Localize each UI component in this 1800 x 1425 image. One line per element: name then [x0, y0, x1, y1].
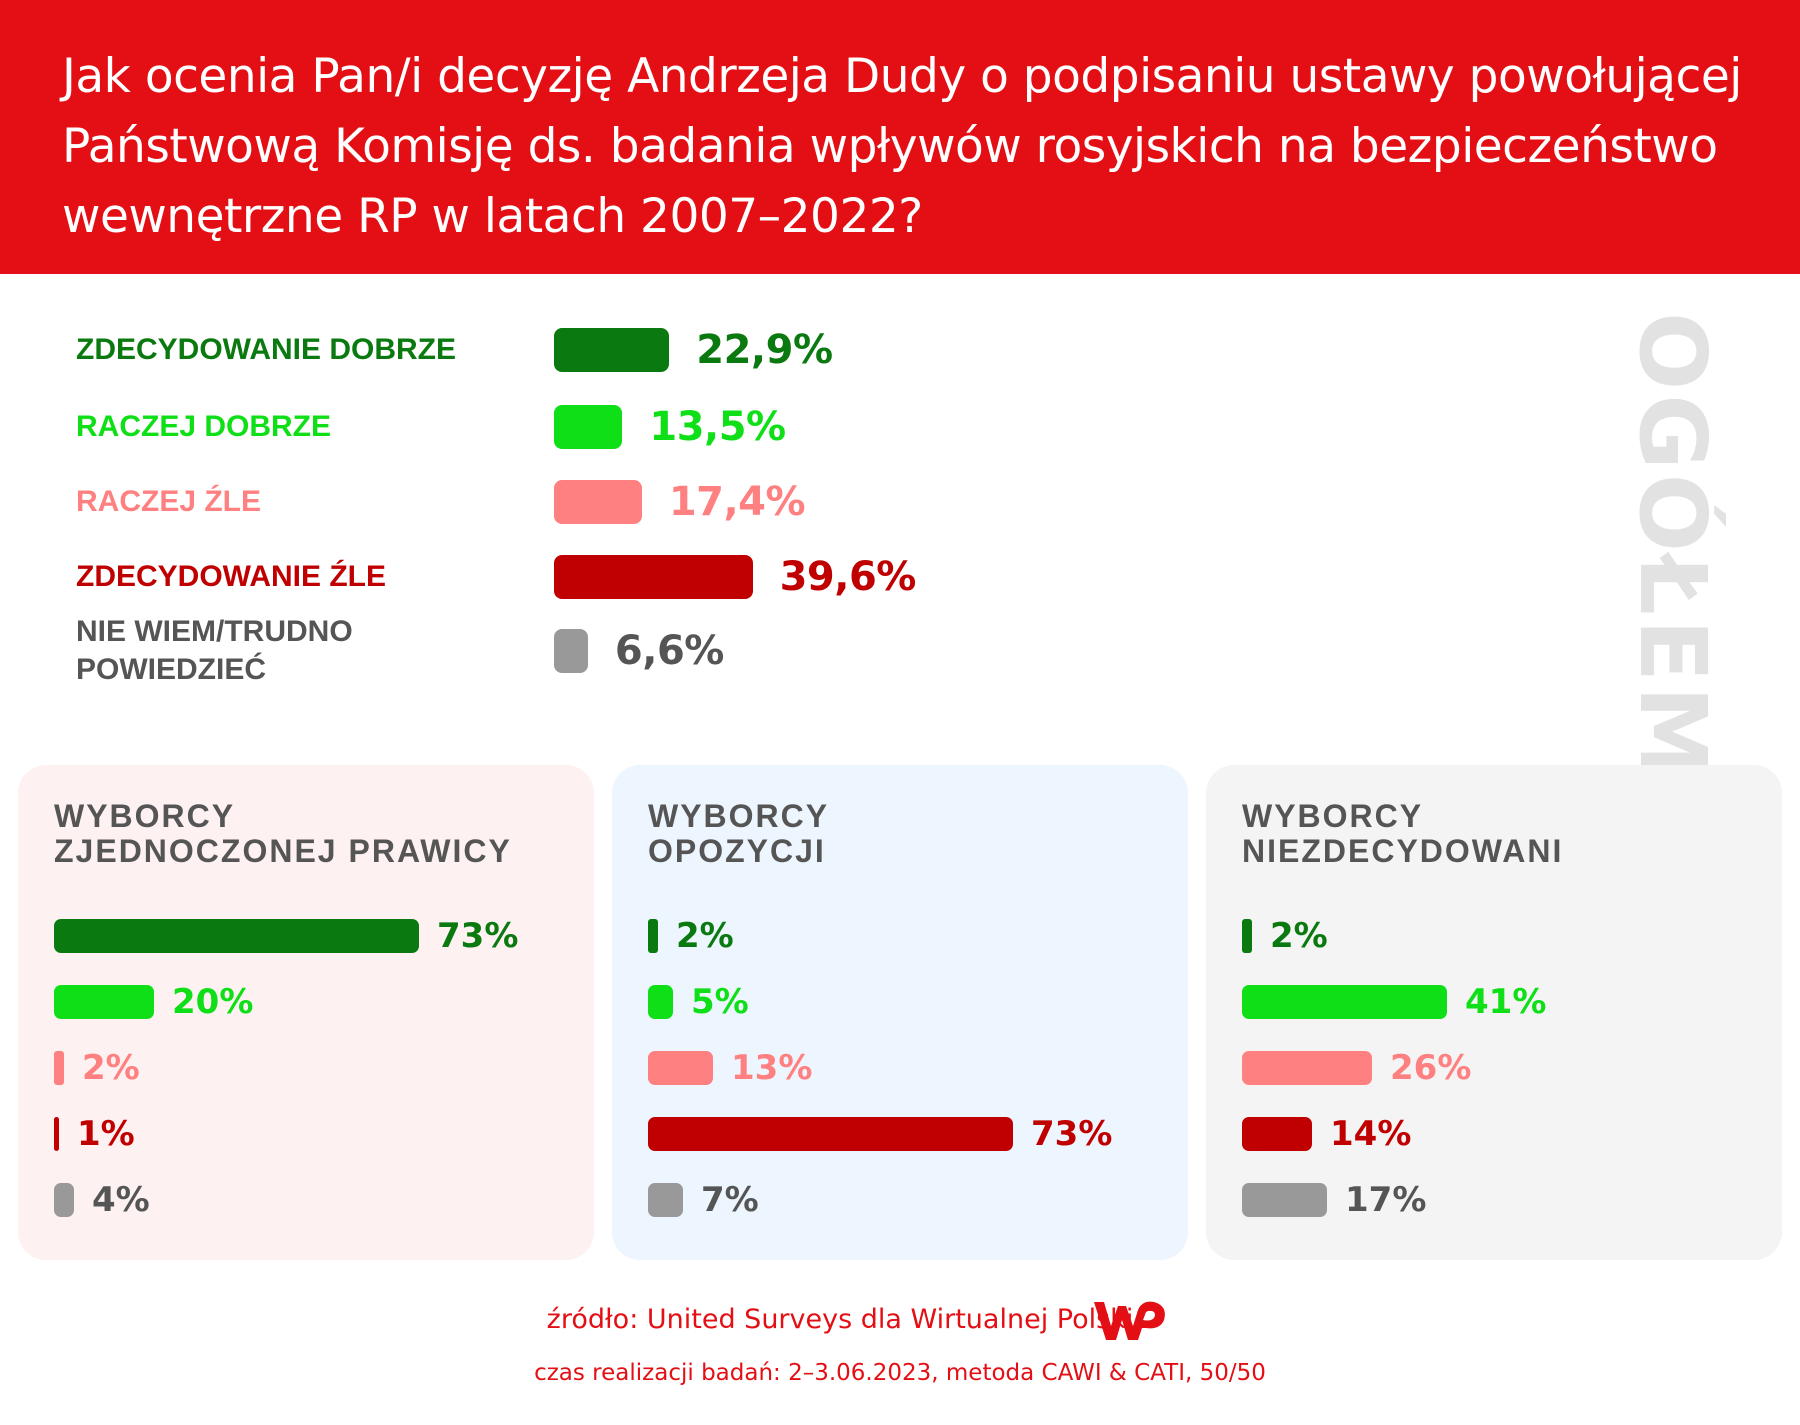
panel-title-line: WYBORCY	[54, 798, 236, 834]
bar-opozycja-zdecydowanie-zle	[648, 1117, 1013, 1151]
bar-prawica-raczej-zle	[54, 1051, 64, 1085]
panel-niezdecydowani: WYBORCY NIEZDECYDOWANI 2% 41% 26% 14% 17%	[1206, 765, 1782, 1260]
panel-title-line: OPOZYCJI	[648, 833, 826, 869]
panel-title-line: WYBORCY	[1242, 798, 1424, 834]
header-banner: Jak ocenia Pan/i decyzję Andrzeja Dudy o…	[0, 0, 1800, 274]
bar-niezdecydowani-raczej-zle	[1242, 1051, 1372, 1085]
overall-value-zdecydowanie-zle: 39,6%	[779, 554, 917, 600]
bar-niezdecydowani-zdecydowanie-zle	[1242, 1117, 1312, 1151]
value-prawica-nie-wiem: 4%	[92, 1180, 150, 1220]
value-prawica-zdecydowanie-dobrze: 73%	[437, 916, 519, 956]
value-opozycja-raczej-dobrze: 5%	[691, 982, 749, 1022]
category-label-raczej-zle: RACZEJ ŹLE	[76, 483, 261, 521]
bar-opozycja-raczej-dobrze	[648, 985, 673, 1019]
side-title-ogolem: OGÓŁEM	[1619, 312, 1726, 782]
bar-niezdecydowani-zdecydowanie-dobrze	[1242, 919, 1252, 953]
overall-value-zdecydowanie-dobrze: 22,9%	[696, 327, 833, 373]
wp-logo	[1094, 1301, 1165, 1340]
value-niezdecydowani-zdecydowanie-dobrze: 2%	[1270, 916, 1328, 956]
value-prawica-raczej-zle: 2%	[82, 1048, 140, 1088]
method-text: czas realizacji badań: 2–3.06.2023, meto…	[534, 1360, 1266, 1386]
panel-title-line: ZJEDNOCZONEJ PRAWICY	[54, 833, 512, 869]
overall-bar-zdecydowanie-zle	[554, 555, 753, 599]
value-niezdecydowani-raczej-dobrze: 41%	[1465, 982, 1547, 1022]
value-niezdecydowani-zdecydowanie-zle: 14%	[1330, 1114, 1412, 1154]
value-opozycja-zdecydowanie-zle: 73%	[1031, 1114, 1113, 1154]
bar-prawica-zdecydowanie-zle	[54, 1117, 59, 1151]
value-opozycja-raczej-zle: 13%	[731, 1048, 813, 1088]
bar-prawica-raczej-dobrze	[54, 985, 154, 1019]
panel-prawica: WYBORCY ZJEDNOCZONEJ PRAWICY 73% 20% 2% 1% 4%	[18, 765, 594, 1260]
bar-niezdecydowani-nie-wiem	[1242, 1183, 1327, 1217]
category-label-raczej-dobrze: RACZEJ DOBRZE	[76, 408, 331, 446]
category-label-line: NIE WIEM/TRUDNO	[76, 615, 353, 648]
overall-value-nie-wiem: 6,6%	[614, 628, 724, 674]
panel-title-niezdecydowani: WYBORCY NIEZDECYDOWANI	[1242, 799, 1563, 869]
bar-opozycja-zdecydowanie-dobrze	[648, 919, 658, 953]
overall-bar-raczej-zle	[554, 480, 642, 524]
category-label-line: POWIEDZIEĆ	[76, 653, 267, 686]
overall-bar-nie-wiem	[554, 629, 588, 673]
panel-title-line: WYBORCY	[648, 798, 830, 834]
bar-opozycja-raczej-zle	[648, 1051, 713, 1085]
value-niezdecydowani-raczej-zle: 26%	[1390, 1048, 1472, 1088]
category-label-line: ZDECYDOWANIE ŹLE	[76, 560, 387, 593]
category-label-line: RACZEJ DOBRZE	[76, 410, 332, 443]
overall-bar-zdecydowanie-dobrze	[554, 328, 670, 372]
bar-niezdecydowani-raczej-dobrze	[1242, 985, 1447, 1019]
category-label-line: ZDECYDOWANIE DOBRZE	[76, 333, 457, 366]
value-niezdecydowani-nie-wiem: 17%	[1345, 1180, 1427, 1220]
panel-title-opozycja: WYBORCY OPOZYCJI	[648, 799, 829, 869]
overall-value-raczej-zle: 17,4%	[668, 479, 806, 525]
bar-prawica-zdecydowanie-dobrze	[54, 919, 419, 953]
panel-opozycja: WYBORCY OPOZYCJI 2% 5% 13% 73% 7%	[612, 765, 1188, 1260]
value-opozycja-zdecydowanie-dobrze: 2%	[676, 916, 734, 956]
category-label-line: RACZEJ ŹLE	[76, 485, 262, 518]
value-opozycja-nie-wiem: 7%	[701, 1180, 759, 1220]
bar-prawica-nie-wiem	[54, 1183, 74, 1217]
overall-bar-raczej-dobrze	[554, 405, 623, 449]
source-text: źródło: United Surveys dla Wirtualnej Po…	[546, 1304, 1134, 1335]
category-label-zdecydowanie-dobrze: ZDECYDOWANIE DOBRZE	[76, 331, 456, 369]
panel-title-line: NIEZDECYDOWANI	[1242, 833, 1564, 869]
overall-value-raczej-dobrze: 13,5%	[649, 404, 786, 450]
panel-title-prawica: WYBORCY ZJEDNOCZONEJ PRAWICY	[54, 799, 512, 869]
category-label-nie-wiem: NIE WIEM/TRUDNO POWIEDZIEĆ	[76, 613, 353, 689]
value-prawica-raczej-dobrze: 20%	[172, 982, 254, 1022]
question-title: Jak ocenia Pan/i decyzję Andrzeja Dudy o…	[62, 49, 1742, 244]
category-label-zdecydowanie-zle: ZDECYDOWANIE ŹLE	[76, 558, 386, 596]
value-prawica-zdecydowanie-zle: 1%	[77, 1114, 135, 1154]
wp-logo-mark	[1094, 1301, 1165, 1340]
bar-opozycja-nie-wiem	[648, 1183, 683, 1217]
